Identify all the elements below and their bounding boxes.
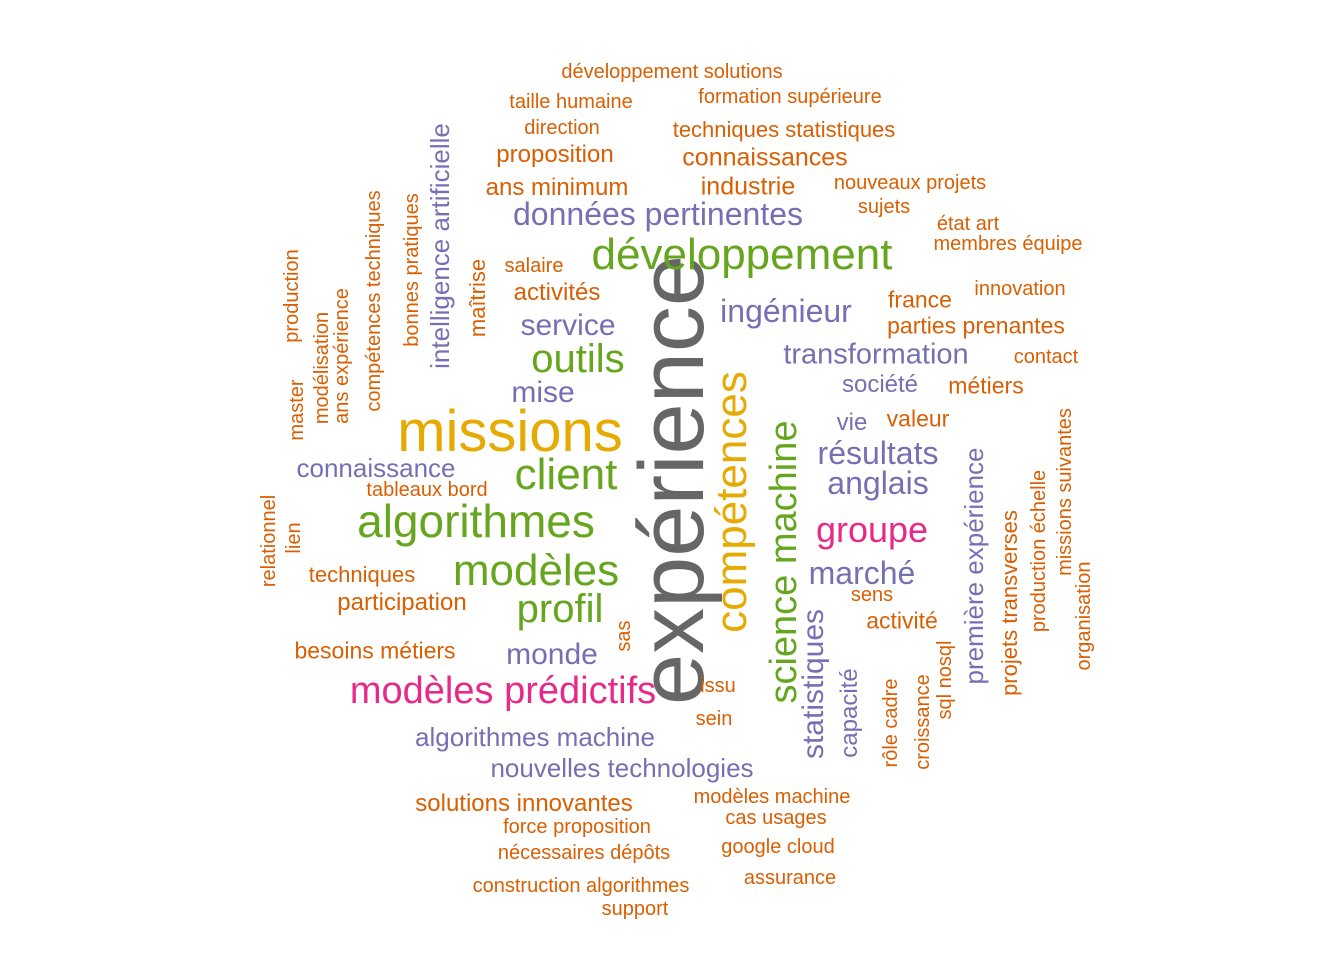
word-missions: missions [397,399,623,464]
word-parties-prenantes: parties prenantes [887,312,1065,339]
word-role-cadre: rôle cadre [880,678,902,768]
word-industrie: industrie [700,172,796,201]
word-proposition: proposition [496,141,614,168]
word-direction: direction [524,117,600,139]
word-assurance: assurance [743,867,837,889]
word-construction-algorithmes: construction algorithmes [472,875,690,897]
word-modelisation: modélisation [311,311,333,425]
word-resultats: résultats [817,435,939,471]
word-competences-techniques: compétences techniques [363,190,385,412]
word-connaissance: connaissance [296,453,456,483]
word-developpement-solutions: développement solutions [561,61,783,83]
word-contact: contact [1013,346,1079,368]
word-techniques-statistiques: techniques statistiques [672,117,896,142]
word-client: client [514,450,618,499]
word-sas: sas [613,620,635,652]
word-support: support [601,898,669,920]
word-nouvelles-technologies: nouvelles technologies [490,753,754,783]
word-donnees-pertinentes: données pertinentes [513,196,803,232]
word-statistiques: statistiques [797,608,830,760]
word-relationnel: relationnel [258,494,280,588]
word-projets-transverses: projets transverses [997,510,1022,696]
word-experience: expérience [621,254,723,706]
word-service: service [520,309,616,342]
word-outils: outils [531,337,625,381]
word-production-echelle: production échelle [1028,469,1050,633]
word-necessaires-depots: nécessaires dépôts [497,842,671,864]
word-monde: monde [506,638,598,671]
word-tableaux-bord: tableaux bord [366,479,488,501]
word-ans-experience: ans expérience [331,288,353,424]
word-sujets: sujets [857,196,911,218]
word-organisation: organisation [1073,561,1095,671]
word-anglais: anglais [827,465,929,501]
word-issu: issu [700,675,736,697]
word-modeles-predictifs: modèles prédictifs [349,670,657,712]
word-sein: sein [695,708,733,730]
word-missions-suivantes: missions suivantes [1054,408,1076,576]
word-developpement: développement [591,230,893,279]
word-metiers: métiers [948,372,1024,399]
word-societe: société [841,371,919,398]
word-maitrise: maîtrise [465,258,490,338]
word-france: france [888,286,952,313]
word-bonnes-pratiques: bonnes pratiques [401,193,423,347]
word-premiere-experience: première expérience [959,447,989,685]
word-connaissances: connaissances [682,143,848,172]
word-nouveaux-projets: nouveaux projets [833,172,987,194]
word-modeles: modèles [452,546,620,595]
word-taille-humaine: taille humaine [509,91,633,113]
word-algorithmes: algorithmes [357,495,595,547]
word-intelligence-artificielle: intelligence artificielle [425,123,455,369]
word-ans-minimum: ans minimum [485,174,629,201]
word-participation: participation [337,589,467,616]
word-marche: marché [808,555,916,591]
word-lien: lien [283,522,305,554]
word-competences: compétences [707,371,756,633]
word-membres-equipe: membres équipe [933,233,1083,255]
word-profil: profil [516,587,604,631]
word-formation-superieure: formation supérieure [698,86,882,108]
word-activites: activités [513,279,601,306]
word-solutions-innovantes: solutions innovantes [415,790,633,817]
word-valeur: valeur [886,405,950,432]
word-salaire: salaire [504,255,564,277]
word-modeles-machine: modèles machine [693,786,851,808]
word-activite: activité [866,607,938,634]
word-force-proposition: force proposition [503,816,651,838]
word-sql-nosql: sql nosql [934,640,956,720]
word-mise: mise [511,376,575,409]
word-techniques: techniques [308,562,416,587]
word-etat-art: état art [936,213,1000,235]
word-capacite: capacité [836,668,863,758]
word-transformation: transformation [783,338,969,371]
word-master: master [286,379,308,441]
word-algorithmes-machine: algorithmes machine [415,722,655,752]
word-ingenieur: ingénieur [720,293,852,329]
word-google-cloud: google cloud [721,836,835,858]
word-croissance: croissance [912,674,934,770]
word-innovation: innovation [974,278,1066,300]
word-besoins-metiers: besoins métiers [294,637,456,664]
word-sens: sens [850,584,894,606]
word-vie: vie [836,409,868,436]
word-production: production [281,249,303,343]
word-cas-usages: cas usages [725,807,827,829]
word-groupe: groupe [815,509,929,550]
